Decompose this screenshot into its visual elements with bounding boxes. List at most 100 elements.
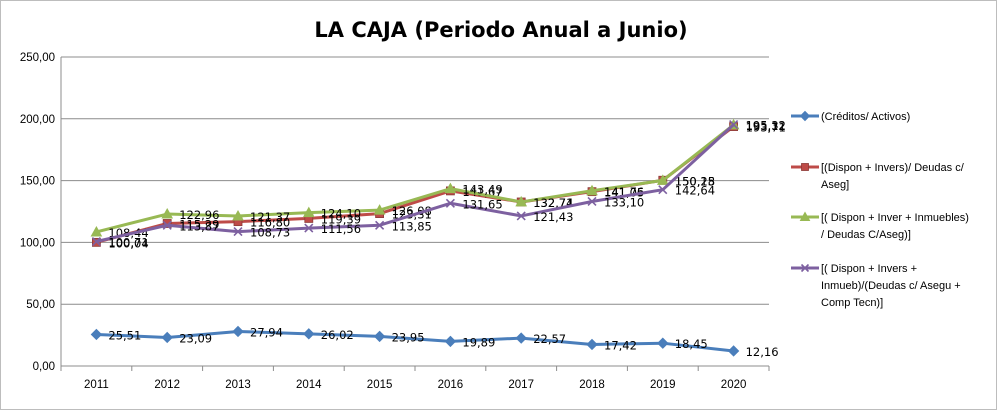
data-point: [373, 330, 386, 343]
data-label: 143,49: [462, 183, 502, 197]
series-4: 100,71 113,87 108,73 111,56 113,85 131,65 121,…: [91, 119, 786, 250]
data-label: 18,45: [675, 337, 708, 351]
y-tick-label: 200,00: [20, 114, 55, 126]
data-label: 133,10: [604, 195, 644, 209]
data-point: [302, 206, 315, 218]
series-line: [96, 123, 735, 234]
data-label: 19,89: [462, 335, 495, 349]
data-label: 111,56: [321, 222, 361, 236]
data-point: [233, 227, 243, 237]
x-tick-label: 2011: [84, 379, 109, 391]
y-tick-label: 0,00: [33, 361, 55, 373]
data-label: 150,28: [675, 174, 715, 188]
data-label: 150,15: [675, 174, 715, 188]
data-point: [729, 120, 739, 130]
legend-entry-2: [(Dispon + Invers)/ Deudas c/Aseg]: [791, 162, 965, 191]
x-tick-label: 2018: [579, 379, 605, 391]
series-line: [96, 123, 735, 243]
x-tick-label: 2013: [225, 379, 251, 391]
data-label: 142,64: [675, 184, 715, 198]
x-tick-label: 2017: [508, 379, 534, 391]
legend-label: / Deudas C/Aseg)]: [821, 229, 911, 241]
data-label: 121,37: [250, 210, 290, 224]
data-point: [587, 196, 597, 207]
data-label: 124,10: [321, 207, 361, 221]
legend-label: Inmueb)/(Deudas c/ Asegu +: [821, 280, 961, 292]
data-label: 119,39: [321, 212, 361, 226]
x-tick-label: 2016: [438, 379, 464, 391]
data-point: [303, 328, 315, 340]
y-tick-label: 100,00: [20, 237, 55, 249]
legend-entry-4: [( Dispon + Invers + Inmueb)/(Deudas c/ A…: [791, 263, 961, 309]
y-tick-label: 250,00: [20, 52, 55, 64]
x-tick-label: 2014: [296, 379, 322, 391]
x-tick-label: 2019: [650, 379, 676, 391]
data-label: 113,87: [179, 219, 219, 233]
data-point: [586, 338, 598, 351]
data-label: 131,65: [462, 197, 502, 211]
data-point: [162, 220, 172, 230]
data-point: [162, 219, 172, 228]
data-point: [161, 331, 173, 344]
data-point: [90, 328, 103, 341]
data-label: 108,73: [250, 226, 290, 240]
data-point: [444, 182, 457, 194]
series-1: 25,51 23,09 27,94 26,02 23,95 19,89 22,57 17,42…: [90, 325, 779, 359]
data-point: [586, 184, 598, 196]
y-tick-label: 50,00: [26, 299, 55, 311]
data-label: 193,71: [746, 121, 786, 135]
legend-label: (Créditos/ Activos): [821, 111, 910, 123]
legend-swatch-marker: [801, 163, 809, 171]
data-point: [657, 337, 669, 349]
y-tick-label: 150,00: [20, 176, 55, 188]
data-label: 22,57: [533, 332, 566, 346]
data-label: 195,12: [746, 119, 786, 133]
legend-label: Comp Tecn)]: [821, 297, 883, 309]
data-label: 141,05: [604, 186, 644, 200]
data-label: 26,02: [321, 328, 354, 342]
data-label: 25,51: [108, 328, 141, 342]
data-label: 12,16: [746, 345, 779, 359]
data-point: [90, 225, 103, 237]
legend-label: [( Dispon + Inver + Inmuebles): [821, 212, 969, 224]
data-point: [375, 220, 385, 230]
data-point: [304, 223, 314, 233]
data-point: [161, 207, 174, 219]
data-label: 195,32: [746, 119, 786, 133]
data-point: [515, 195, 528, 207]
legend-swatch-marker: [799, 110, 811, 122]
x-tick-label: 2015: [367, 379, 393, 391]
x-tick-label: 2020: [721, 379, 747, 391]
legend-swatch-marker: [800, 263, 810, 273]
x-tick-label: 2012: [154, 379, 180, 391]
series-line: [96, 329, 734, 353]
data-point: [373, 204, 386, 215]
data-point: [515, 332, 527, 344]
data-label: 116,80: [250, 216, 290, 230]
legend-label: [(Dispon + Invers)/ Deudas c/: [821, 162, 965, 174]
data-point: [232, 325, 244, 338]
data-point: [445, 198, 455, 208]
legend-label: Aseg]: [821, 179, 849, 191]
data-label: 122,96: [179, 208, 219, 222]
data-label: 23,09: [179, 331, 212, 345]
data-label: 27,94: [250, 325, 283, 339]
data-point: [444, 335, 457, 348]
data-point: [658, 185, 668, 195]
data-label: 23,95: [392, 330, 425, 344]
data-label: 100,71: [108, 236, 148, 250]
chart-title: LA CAJA (Periodo Anual a Junio): [314, 18, 687, 42]
data-label: 100,04: [108, 236, 148, 250]
legend-entry-3: [( Dispon + Inver + Inmuebles) / Deudas C…: [791, 211, 969, 241]
plot-area: 0,00 50,00 100,00 150,00 200,00 250,00 2011 201…: [20, 52, 786, 391]
data-label: 121,43: [533, 210, 573, 224]
legend-label: [( Dispon + Invers +: [821, 263, 917, 275]
data-label: 113,85: [392, 219, 432, 233]
data-point: [232, 209, 244, 221]
data-point: [727, 345, 740, 357]
data-label: 126,08: [392, 204, 432, 218]
legend: (Créditos/ Activos) [(Dispon + Invers)/ D…: [791, 110, 969, 309]
